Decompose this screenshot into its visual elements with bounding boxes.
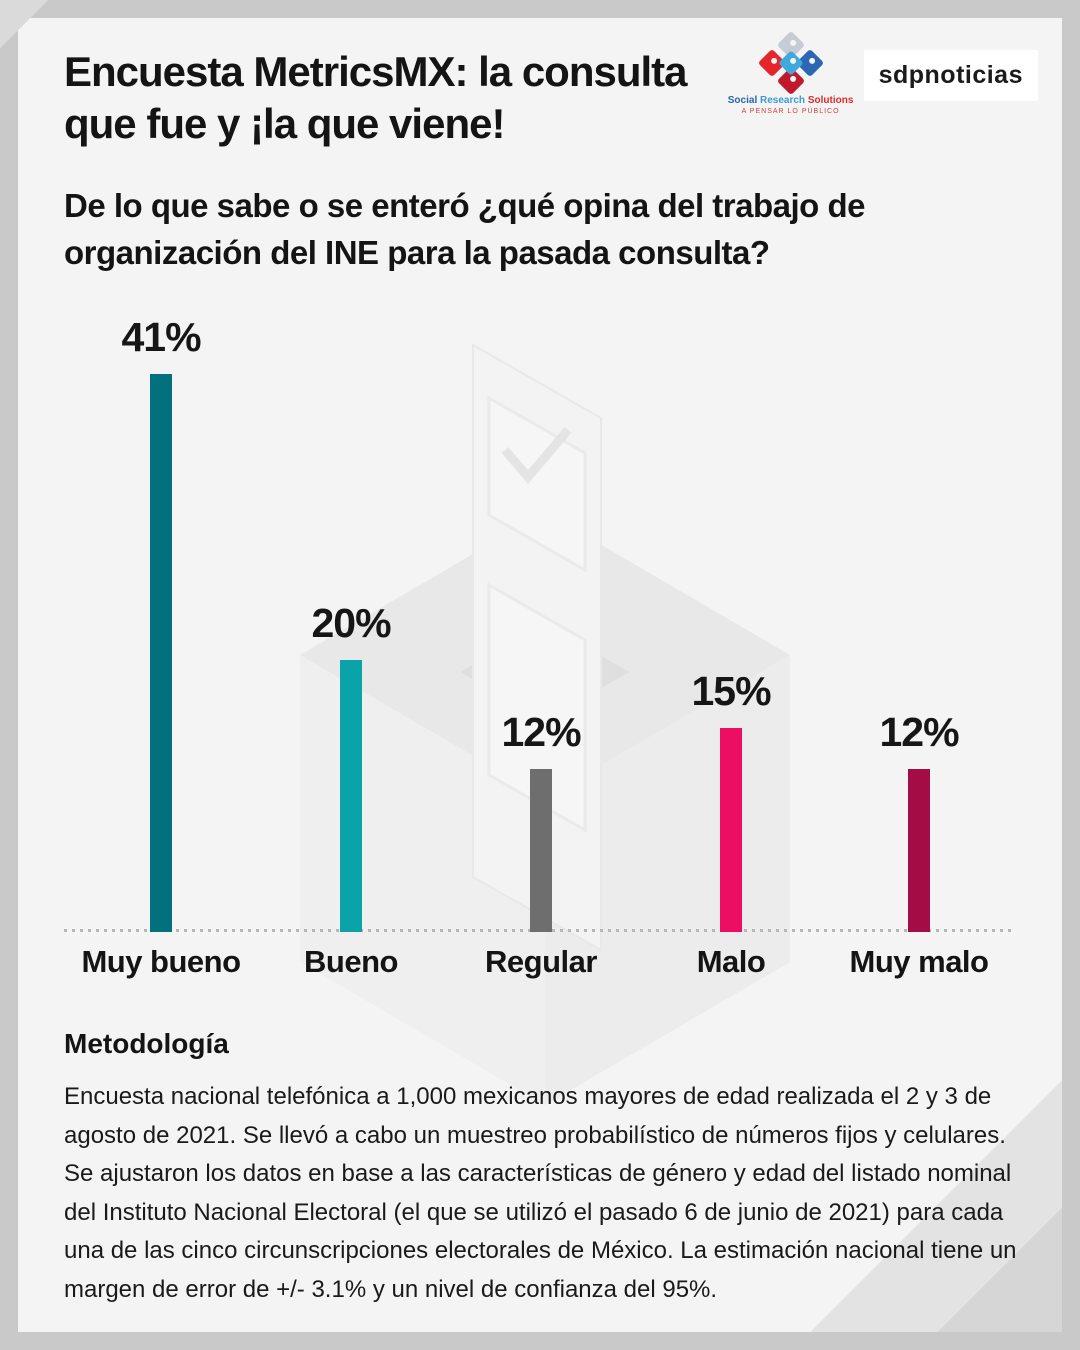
logo-row: Social Research Solutions A PENSAR LO PÚ… — [724, 30, 1038, 115]
bar-malo — [720, 728, 742, 932]
bar-bueno — [340, 660, 362, 932]
srs-pinwheel-icon — [758, 32, 823, 94]
sdpnoticias-logo: sdpnoticias — [863, 50, 1038, 101]
bar-value-label: 15% — [691, 668, 771, 714]
bar-group-muy-bueno: 41% — [81, 314, 241, 932]
category-label-regular: Regular — [485, 944, 597, 979]
bar-value-label: 12% — [879, 709, 959, 755]
category-label-bueno: Bueno — [304, 944, 398, 979]
srs-word-solutions: Solutions — [807, 95, 854, 106]
bar-group-regular: 12% — [461, 709, 621, 932]
bar-muy-bueno — [150, 374, 172, 932]
corner-decoration-top-left — [0, 0, 70, 70]
page-title: Encuesta MetricsMX: la consulta que fue … — [64, 46, 688, 150]
bar-muy-malo — [908, 769, 930, 932]
category-label-muy-malo: Muy malo — [849, 944, 989, 979]
survey-question: De lo que sabe o se enteró ¿qué opina de… — [64, 187, 866, 271]
social-research-solutions-logo: Social Research Solutions A PENSAR LO PÚ… — [724, 30, 858, 115]
srs-word-research: Research — [760, 95, 806, 106]
srs-logo-text: Social Research Solutions — [728, 95, 854, 106]
srs-word-social: Social — [727, 95, 758, 106]
methodology-text: Encuesta nacional telefónica a 1,000 mex… — [64, 1083, 1017, 1303]
page-title-line2: que fue y ¡la que viene! — [64, 100, 505, 147]
bar-value-label: 41% — [121, 314, 201, 360]
bar-group-malo: 15% — [651, 668, 811, 932]
category-label-muy-bueno: Muy bueno — [81, 944, 241, 979]
page-title-line1: Encuesta MetricsMX: la consulta — [64, 48, 688, 95]
methodology-heading: Metodología — [64, 1028, 229, 1059]
srs-tagline: A PENSAR LO PÚBLICO — [741, 108, 840, 115]
bar-group-bueno: 20% — [271, 600, 431, 932]
bar-regular — [530, 769, 552, 932]
category-label-malo: Malo — [696, 944, 766, 979]
bar-value-label: 20% — [311, 600, 391, 646]
bar-group-muy-malo: 12% — [839, 709, 999, 932]
bar-value-label: 12% — [501, 709, 581, 755]
